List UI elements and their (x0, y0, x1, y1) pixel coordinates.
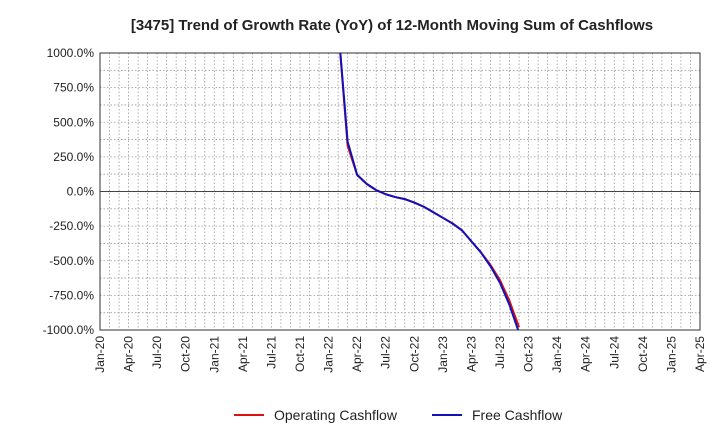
x-tick-label: Jan-20 (93, 336, 107, 373)
y-tick-label: 500.0% (53, 115, 94, 129)
y-tick-label: -500.0% (49, 254, 94, 268)
series-layer (339, 53, 520, 330)
x-tick-label: Apr-21 (236, 336, 250, 372)
x-tick-label: Jan-21 (207, 336, 221, 373)
y-tick-label: 750.0% (53, 81, 94, 95)
legend-label: Free Cashflow (472, 407, 563, 423)
x-tick-label: Apr-22 (350, 336, 364, 372)
x-tick-label: Jul-24 (607, 336, 621, 369)
x-tick-label: Jul-21 (264, 336, 278, 369)
x-tick-label: Oct-22 (407, 336, 421, 372)
y-tick-label: 0.0% (67, 185, 95, 199)
y-tick-label: -1000.0% (43, 323, 95, 337)
x-tick-label: Jul-23 (493, 336, 507, 369)
grid-layer (100, 53, 700, 330)
y-tick-label: 1000.0% (47, 46, 95, 60)
y-tick-label: -250.0% (49, 219, 94, 233)
axis-layer: 1000.0% 750.0% 500.0% 250.0% 0.0% -250.0% -500… (43, 46, 707, 373)
y-tick-label: 250.0% (53, 150, 94, 164)
x-tick-label: Apr-25 (693, 336, 707, 372)
plot-frame (99, 52, 701, 331)
x-tick-label: Oct-21 (293, 336, 307, 372)
y-tick-label: -750.0% (49, 288, 94, 302)
x-tick-label: Apr-23 (464, 336, 478, 372)
x-tick-label: Jan-23 (436, 336, 450, 373)
x-tick-label: Jul-20 (150, 336, 164, 369)
series-line (339, 53, 520, 330)
x-tick-label: Jan-22 (322, 336, 336, 373)
x-tick-label: Apr-24 (579, 336, 593, 372)
x-tick-label: Jan-24 (550, 336, 564, 373)
x-tick-label: Oct-23 (522, 336, 536, 372)
x-tick-label: Apr-20 (122, 336, 136, 372)
x-tick-label: Jan-25 (664, 336, 678, 373)
chart-title: [3475] Trend of Growth Rate (YoY) of 12-… (131, 17, 653, 34)
x-tick-label: Jul-22 (379, 336, 393, 369)
x-tick-label: Oct-20 (179, 336, 193, 372)
legend-label: Operating Cashflow (274, 407, 398, 423)
legend: Operating Cashflow Free Cashflow (234, 407, 563, 423)
x-tick-label: Oct-24 (636, 336, 650, 372)
